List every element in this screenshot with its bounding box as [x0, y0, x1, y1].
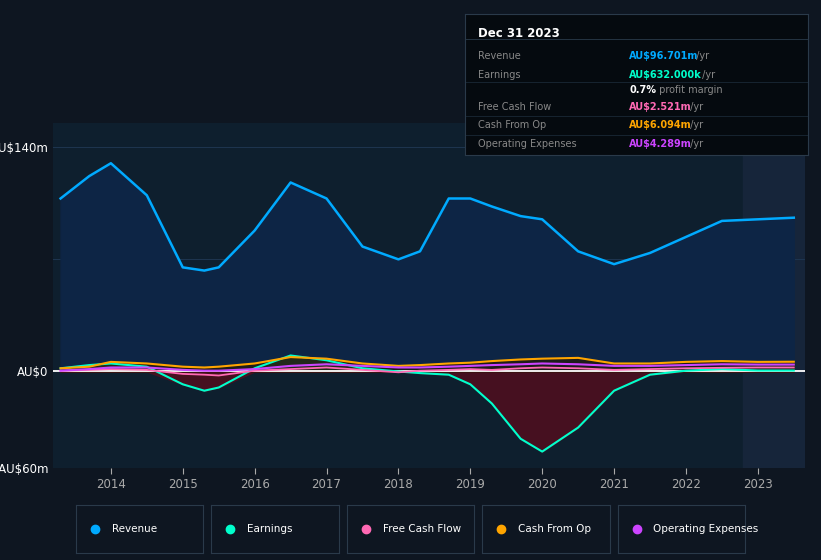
Text: Dec 31 2023: Dec 31 2023	[479, 27, 560, 40]
Text: Earnings: Earnings	[479, 69, 521, 80]
Text: /yr: /yr	[693, 52, 709, 62]
Text: AU$96.701m: AU$96.701m	[630, 52, 699, 62]
Text: /yr: /yr	[686, 102, 703, 112]
Text: AU$6.094m: AU$6.094m	[630, 120, 692, 130]
Text: Cash From Op: Cash From Op	[518, 524, 591, 534]
Text: AU$2.521m: AU$2.521m	[630, 102, 692, 112]
Text: profit margin: profit margin	[656, 85, 722, 95]
Text: Earnings: Earnings	[247, 524, 292, 534]
Text: Operating Expenses: Operating Expenses	[654, 524, 759, 534]
Text: Revenue: Revenue	[479, 52, 521, 62]
Text: AU$4.289m: AU$4.289m	[630, 139, 692, 149]
Text: /yr: /yr	[686, 120, 703, 130]
Text: 0.7%: 0.7%	[630, 85, 657, 95]
Bar	[744, 123, 805, 468]
Text: /yr: /yr	[699, 69, 715, 80]
Text: Cash From Op: Cash From Op	[479, 120, 547, 130]
Text: Revenue: Revenue	[112, 524, 157, 534]
Text: Operating Expenses: Operating Expenses	[479, 139, 577, 149]
Text: Free Cash Flow: Free Cash Flow	[479, 102, 552, 112]
Text: Free Cash Flow: Free Cash Flow	[383, 524, 461, 534]
Text: /yr: /yr	[686, 139, 703, 149]
Text: AU$632.000k: AU$632.000k	[630, 69, 702, 80]
